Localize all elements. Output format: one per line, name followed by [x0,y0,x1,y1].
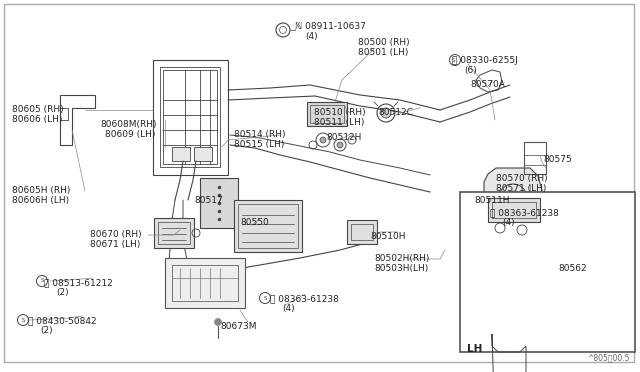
Text: Ⓢ 08363-61238: Ⓢ 08363-61238 [270,294,339,303]
Text: (4): (4) [305,32,317,41]
Text: 80512H: 80512H [326,133,362,142]
Bar [158,222,190,244]
Text: 80673M: 80673M [220,322,257,331]
Bar [488,198,540,222]
Text: Ⓢ 08513-61212: Ⓢ 08513-61212 [44,278,113,287]
Bar [310,105,344,123]
Bar [153,60,228,175]
Text: 80514 (RH): 80514 (RH) [234,130,285,139]
Bar [172,265,238,301]
Bar [234,200,302,252]
Text: S: S [451,58,455,62]
Text: 80512C: 80512C [378,108,413,117]
Text: 80510H: 80510H [370,232,406,241]
Text: ℕ 08911-10637: ℕ 08911-10637 [295,22,366,31]
Text: (6): (6) [464,66,477,75]
Circle shape [320,137,326,143]
Text: 80502H(RH): 80502H(RH) [374,254,429,263]
Text: 80562: 80562 [558,264,587,273]
Text: 80671 (LH): 80671 (LH) [90,240,140,249]
Text: ^805　00.5: ^805 00.5 [588,353,630,362]
Bar [160,67,220,167]
Text: 80608M(RH): 80608M(RH) [100,120,157,129]
Text: 80510 (RH): 80510 (RH) [314,108,365,117]
Text: 80550: 80550 [240,218,269,227]
Text: 80503H(LH): 80503H(LH) [374,264,428,273]
Text: (4): (4) [282,304,294,313]
Text: 80606H (LH): 80606H (LH) [12,196,69,205]
Text: 80515 (LH): 80515 (LH) [234,140,284,149]
Text: 80570 (RH): 80570 (RH) [496,174,548,183]
Text: (4): (4) [502,218,515,227]
Text: (2): (2) [40,326,52,335]
Polygon shape [484,168,542,228]
Text: 80501 (LH): 80501 (LH) [358,48,408,57]
Bar [524,142,546,174]
Bar [194,147,212,161]
Text: (2): (2) [56,288,68,297]
Text: 80605 (RH): 80605 (RH) [12,105,63,114]
Text: S: S [21,317,25,323]
Text: Ⓢ 08330-6255J: Ⓢ 08330-6255J [452,56,518,65]
Text: Ⓢ 08363-61238: Ⓢ 08363-61238 [490,208,559,217]
Text: 80575: 80575 [543,155,572,164]
Bar [351,224,373,240]
Text: 80670 (RH): 80670 (RH) [90,230,141,239]
Text: 80606 (LH): 80606 (LH) [12,115,62,124]
Bar [347,220,377,244]
Circle shape [381,108,391,118]
Text: S: S [40,279,44,283]
Text: 80511 (LH): 80511 (LH) [314,118,364,127]
Circle shape [337,142,343,148]
Circle shape [506,191,520,205]
Text: 80609 (LH): 80609 (LH) [105,130,156,139]
Text: 80511H: 80511H [474,196,509,205]
Bar [238,204,298,248]
Text: 80500 (RH): 80500 (RH) [358,38,410,47]
Bar [165,258,245,308]
Text: 80570A: 80570A [470,80,505,89]
Text: 80517: 80517 [194,196,223,205]
Bar [154,218,194,248]
Text: LH: LH [467,344,483,354]
Text: 80605H (RH): 80605H (RH) [12,186,70,195]
Bar [200,178,238,228]
Bar [172,147,190,161]
Bar [163,70,217,164]
Text: S: S [263,295,267,301]
Text: Ⓢ 08430-50842: Ⓢ 08430-50842 [28,316,97,325]
Circle shape [214,318,221,326]
Bar [460,192,635,352]
Bar [492,202,536,218]
Text: 80571 (LH): 80571 (LH) [496,184,547,193]
Bar [307,102,347,126]
